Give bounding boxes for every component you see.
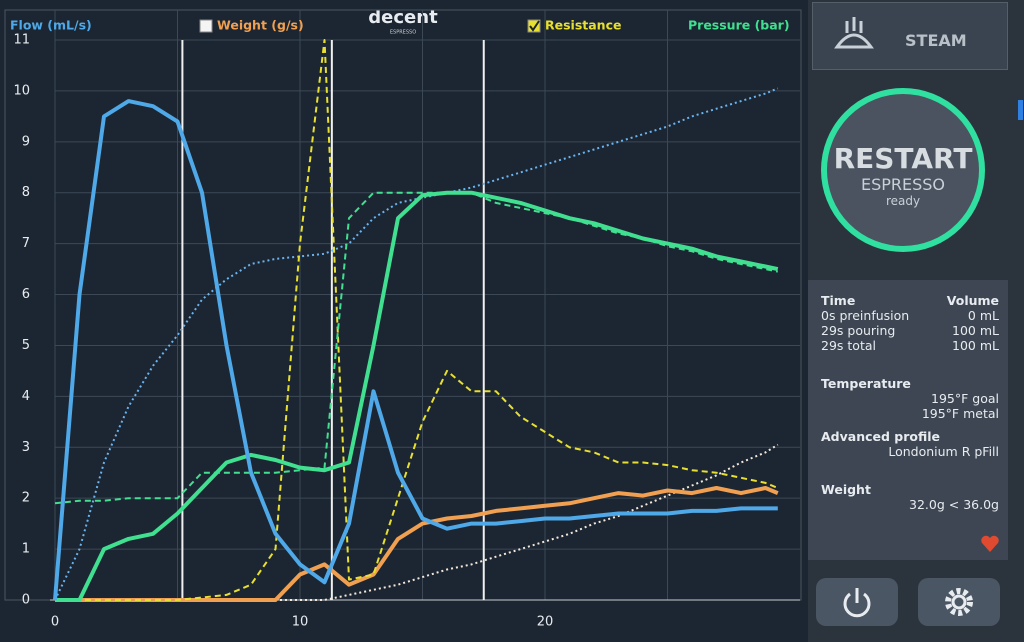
legend-checkbox [199, 19, 213, 33]
logo-sub: ESPRESSO [390, 30, 416, 36]
x-tick-label: 20 [537, 615, 554, 630]
temperature-line: 195°F goal [931, 391, 999, 406]
stats-cell: 29s pouring [821, 323, 896, 338]
stats-header: Volume [946, 293, 999, 308]
legend-label: Weight (g/s) [217, 18, 304, 33]
y-tick-label: 6 [22, 287, 30, 302]
stats-cell: 100 mL [952, 338, 999, 353]
sidebar: STEAM RESTART ESPRESSO ready Time Volume … [808, 0, 1024, 642]
stats-panel: Time Volume 0s preinfusion 0 mL 29s pourin… [808, 280, 1008, 560]
series-line [55, 443, 779, 601]
temperature-line: 195°F metal [921, 406, 999, 421]
weight-title: Weight [821, 482, 871, 497]
legend-label: Resistance [545, 18, 621, 33]
y-tick-label: 0 [22, 593, 30, 608]
series-line [53, 99, 778, 601]
stats-cell: 29s total [821, 338, 876, 353]
stats-header: Time [821, 293, 856, 308]
y-tick-label: 2 [22, 491, 30, 506]
profile-title: Advanced profile [821, 429, 941, 444]
settings-icon [945, 588, 973, 616]
power-button[interactable] [816, 578, 898, 626]
weight-value: 32.0g < 36.0g [909, 497, 999, 512]
y-tick-label: 9 [22, 134, 30, 149]
y-tick-label: 4 [22, 389, 30, 404]
stats-cell: 100 mL [952, 323, 999, 338]
settings-button[interactable] [918, 578, 1000, 626]
stats-cell: 0 mL [967, 308, 999, 323]
x-tick-label: 10 [292, 615, 309, 630]
y-tick-label: 11 [13, 33, 30, 48]
temperature-title: Temperature [821, 376, 911, 391]
restart-button[interactable]: RESTART ESPRESSO ready [821, 88, 985, 252]
steam-label: STEAM [905, 31, 967, 50]
restart-status: ready [885, 194, 921, 208]
logo-brand: decent [368, 7, 438, 28]
y-tick-label: 3 [22, 440, 30, 455]
power-icon [843, 588, 871, 618]
series-line [55, 190, 779, 602]
x-tick-label: 0 [51, 615, 59, 630]
steam-button[interactable]: STEAM [812, 2, 1008, 70]
legend-label: Pressure (bar) [688, 18, 790, 33]
restart-subtitle: ESPRESSO [860, 175, 946, 194]
y-tick-label: 5 [22, 338, 30, 353]
profile-name: Londonium R pFill [888, 444, 999, 459]
series-line [55, 39, 779, 601]
chart-background [0, 0, 808, 642]
y-tick-label: 1 [22, 542, 30, 557]
stats-cell: 0s preinfusion [821, 308, 910, 323]
steam-icon [834, 17, 874, 49]
legend-label: Flow (mL/s) [10, 18, 92, 33]
y-tick-label: 10 [13, 83, 30, 98]
chart: decent ESPRESSO 0 1 2 3 4 5 6 7 8 9 10 11 0 10 20 Flow … [0, 0, 808, 642]
series-line [54, 191, 778, 505]
restart-title: RESTART [833, 142, 973, 175]
y-tick-label: 8 [22, 185, 30, 200]
scroll-indicator [1018, 100, 1023, 120]
favorite-icon[interactable] [980, 535, 1000, 553]
y-tick-label: 7 [22, 236, 30, 251]
legend-check [529, 20, 540, 32]
